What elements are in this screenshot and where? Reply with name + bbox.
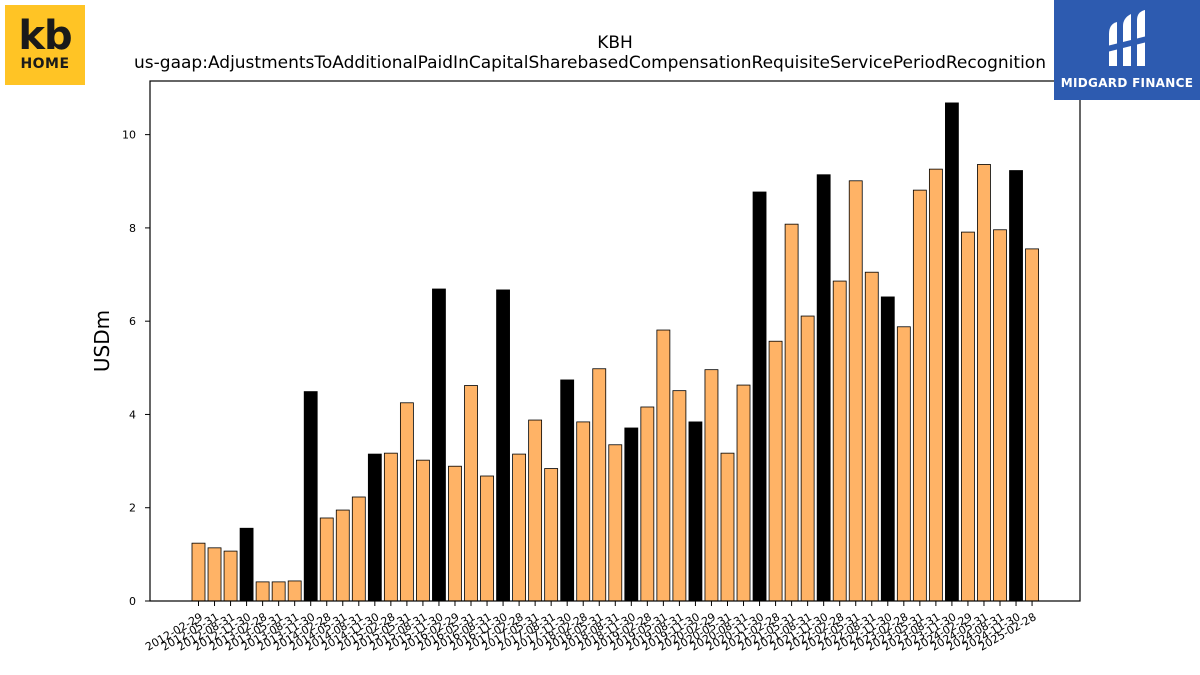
midgard-finance-logo: MIDGARD FINANCE: [1054, 0, 1200, 100]
bar: [351, 496, 366, 602]
bar: [448, 465, 462, 602]
bar: [608, 444, 623, 602]
bar: [367, 453, 382, 602]
bar: [688, 421, 703, 602]
bar: [1025, 248, 1039, 602]
bar: [977, 164, 991, 602]
bar: [945, 102, 959, 602]
bar: [319, 517, 334, 602]
bar: [1009, 170, 1023, 602]
y-tick-label: 8: [129, 222, 136, 235]
bar: [335, 509, 350, 602]
bar: [191, 542, 206, 602]
bar: [816, 174, 831, 602]
y-tick-label: 2: [129, 502, 136, 515]
y-tick-label: 0: [129, 595, 136, 608]
bars: [191, 102, 1039, 602]
bar: [383, 452, 398, 602]
kb-logo-home: HOME: [20, 56, 70, 72]
bar: [303, 391, 318, 602]
bar: [736, 384, 751, 602]
bar: [416, 459, 430, 602]
kb-logo-mark: kb: [18, 13, 72, 59]
bar: [656, 329, 671, 602]
y-axis-ticks: 0 2 4 6 8 10: [122, 129, 150, 608]
bar: [784, 223, 799, 602]
bar: [544, 468, 559, 602]
bar: [720, 452, 735, 602]
bar: [896, 326, 911, 602]
plot-frame: [149, 80, 1081, 602]
bar: [928, 168, 943, 602]
bar: [432, 288, 446, 602]
bar: [592, 368, 607, 602]
bar: [255, 581, 270, 602]
bar: [800, 315, 815, 602]
bar: [576, 421, 591, 602]
bar: [512, 453, 526, 602]
chart-subtitle: us-gaap:AdjustmentsToAdditionalPaidInCap…: [134, 53, 1046, 73]
bar: [912, 189, 927, 602]
bar: [752, 191, 767, 602]
bar: [560, 379, 575, 602]
bar: [496, 289, 510, 602]
bar: [464, 385, 478, 602]
bar: [961, 231, 975, 602]
bar: [624, 427, 639, 602]
kb-home-logo: kb HOME: [5, 5, 85, 85]
bar: [672, 390, 687, 602]
bar: [864, 271, 879, 602]
bar: [848, 180, 863, 602]
bar: [704, 369, 719, 602]
y-tick-label: 10: [122, 129, 136, 142]
bar: [271, 581, 286, 602]
bar: [832, 280, 847, 602]
y-axis-label: USDm: [90, 310, 114, 372]
y-tick-label: 6: [129, 315, 136, 328]
bar: [880, 296, 895, 602]
bar: [528, 419, 543, 602]
bar: [223, 550, 238, 602]
bar: [993, 229, 1007, 602]
bar: [287, 580, 302, 602]
midgard-finance-text: MIDGARD FINANCE: [1060, 76, 1194, 90]
bar: [768, 340, 783, 602]
y-tick-label: 4: [129, 408, 136, 421]
x-axis-ticks: 2012-02-292012-05-312012-08-312012-11-30…: [143, 601, 1039, 654]
midgard-finance-icon: [1107, 10, 1147, 66]
bar: [239, 527, 254, 602]
bar: [480, 475, 494, 602]
chart-title: KBH: [597, 33, 633, 53]
bar: [207, 547, 222, 602]
bar: [640, 406, 655, 602]
bar: [399, 402, 414, 602]
